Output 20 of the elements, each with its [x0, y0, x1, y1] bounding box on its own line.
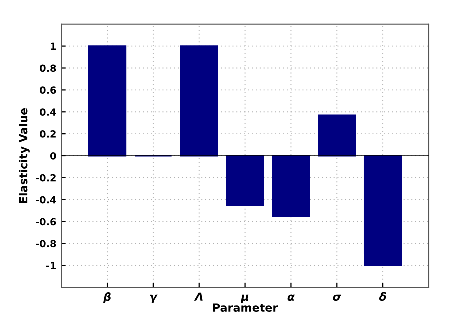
y-tick-label: 0.8: [40, 64, 56, 72]
x-tick-label: γ: [150, 294, 158, 304]
y-tick-label: 0.2: [40, 130, 56, 138]
y-tick-label: 0.6: [40, 86, 56, 94]
y-tick-label: 1: [51, 42, 56, 50]
y-axis-title: Elasticity Value: [19, 108, 30, 204]
x-tick-label: σ: [333, 294, 342, 302]
x-tick-label: δ: [379, 292, 386, 302]
x-tick-label: β: [103, 292, 111, 304]
x-tick-label: μ: [240, 294, 249, 304]
x-tick-label: Λ: [194, 292, 203, 301]
y-tick-label: 0: [50, 152, 56, 160]
x-tick-label: α: [288, 294, 296, 302]
y-tick-label: -0.2: [36, 174, 56, 182]
x-axis-title: Parameter: [213, 304, 278, 312]
y-tick-label: -0.4: [36, 196, 56, 204]
y-tick-label: -0.6: [36, 218, 56, 226]
y-tick-label: 0.4: [40, 108, 56, 116]
y-tick-label: -0.8: [36, 240, 56, 248]
y-tick-label: -1: [46, 262, 56, 270]
